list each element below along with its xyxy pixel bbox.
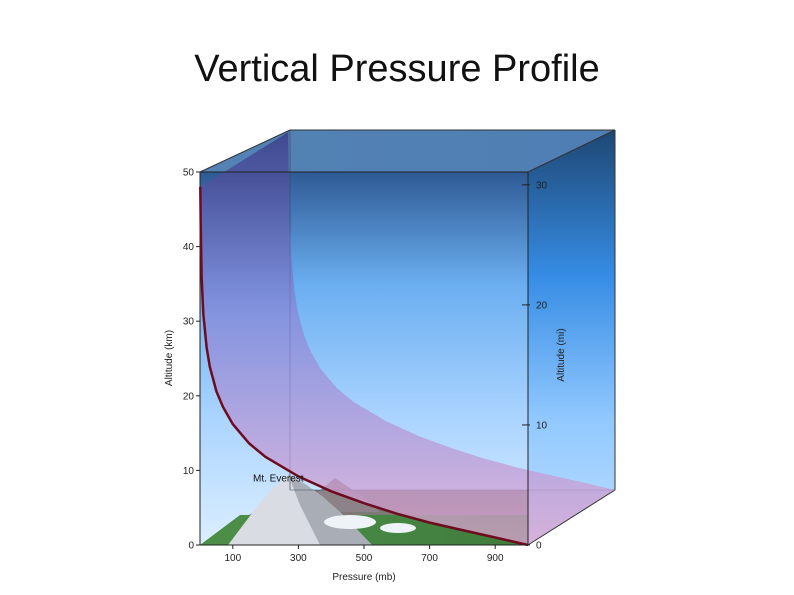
box-top-right-edge <box>527 129 616 173</box>
y-axis-title: Altitude (km) <box>164 330 175 386</box>
y2-axis-ticks: 0 10 20 30 <box>522 180 548 552</box>
box-top-left-edge <box>199 129 291 173</box>
y2-tick-label: 0 <box>536 541 542 552</box>
x-tick-label: 900 <box>487 553 504 564</box>
right-side-panel <box>528 130 615 545</box>
y-tick-label: 20 <box>183 391 195 402</box>
x-tick-label: 700 <box>421 553 438 564</box>
x-tick-label: 100 <box>224 553 241 564</box>
y-axis-ticks: 0 10 20 30 40 50 <box>183 168 200 552</box>
x-tick-label: 500 <box>356 553 373 564</box>
slide-title: Vertical Pressure Profile <box>194 48 600 90</box>
y2-tick-label: 10 <box>536 420 548 431</box>
y-tick-label: 40 <box>183 242 195 253</box>
x-tick-label: 300 <box>290 553 307 564</box>
y2-axis-title: Altitude (mi) <box>556 328 567 381</box>
y-tick-label: 0 <box>188 541 194 552</box>
x-axis-ticks: 100 300 500 700 900 <box>224 545 504 564</box>
box-bottom-right-edge <box>527 489 616 546</box>
y2-tick-label: 20 <box>536 300 548 311</box>
y2-tick-label: 30 <box>536 180 548 191</box>
cloud-left <box>324 515 376 529</box>
y-tick-label: 10 <box>183 466 195 477</box>
top-panel <box>200 130 615 172</box>
cloud-right <box>380 523 416 533</box>
mt-everest-label: Mt. Everest <box>253 473 304 484</box>
pressure-curtain-area <box>200 131 616 545</box>
y-tick-label: 30 <box>183 317 195 328</box>
pressure-profile-line <box>199 186 529 547</box>
x-axis-title: Pressure (mb) <box>332 572 395 583</box>
y-tick-label: 50 <box>183 168 195 179</box>
